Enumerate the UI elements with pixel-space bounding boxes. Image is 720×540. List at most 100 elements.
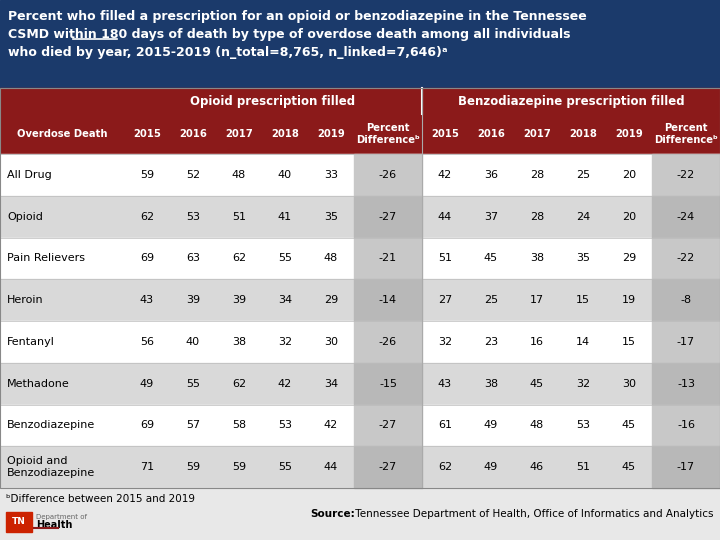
Text: 69: 69 (140, 253, 154, 264)
Text: 34: 34 (278, 295, 292, 305)
Text: 51: 51 (576, 462, 590, 472)
Text: who died by year, 2015-2019 (n_total=8,765, n_linked=7,646)ᵃ: who died by year, 2015-2019 (n_total=8,7… (8, 46, 448, 59)
Bar (0, 279, 720, 321)
Text: 45: 45 (622, 462, 636, 472)
Text: -22: -22 (677, 253, 695, 264)
Bar (652, 279, 720, 321)
Bar (0, 321, 720, 363)
Text: 2015: 2015 (431, 129, 459, 139)
Text: -15: -15 (379, 379, 397, 389)
Bar (422, 114, 468, 154)
Text: 17: 17 (530, 295, 544, 305)
Text: 2018: 2018 (271, 129, 299, 139)
Text: Opioid: Opioid (7, 212, 43, 221)
Text: 28: 28 (530, 170, 544, 180)
Text: Opioid prescription filled: Opioid prescription filled (190, 94, 356, 107)
Text: 32: 32 (576, 379, 590, 389)
Text: Pain Relievers: Pain Relievers (7, 253, 85, 264)
Text: 43: 43 (438, 379, 452, 389)
Text: 53: 53 (278, 420, 292, 430)
Text: 38: 38 (232, 337, 246, 347)
Text: 49: 49 (484, 420, 498, 430)
Text: 59: 59 (186, 462, 200, 472)
Text: Overdose Death: Overdose Death (17, 129, 107, 139)
Bar (0, 404, 720, 446)
Bar (652, 363, 720, 404)
Text: 63: 63 (186, 253, 200, 264)
Text: 32: 32 (438, 337, 452, 347)
Text: 2018: 2018 (569, 129, 597, 139)
Text: 2019: 2019 (615, 129, 643, 139)
Text: All Drug: All Drug (7, 170, 52, 180)
Text: 69: 69 (140, 420, 154, 430)
Text: 51: 51 (438, 253, 452, 264)
Text: 44: 44 (324, 462, 338, 472)
Bar (354, 195, 422, 238)
Bar (6, 512, 32, 532)
Bar (354, 321, 422, 363)
Text: 62: 62 (140, 212, 154, 221)
Bar (0, 114, 124, 154)
Bar (422, 88, 720, 114)
Text: 14: 14 (576, 337, 590, 347)
Text: 36: 36 (484, 170, 498, 180)
Text: 29: 29 (324, 295, 338, 305)
Text: 19: 19 (622, 295, 636, 305)
Text: 51: 51 (232, 212, 246, 221)
Text: 15: 15 (576, 295, 590, 305)
Text: 42: 42 (278, 379, 292, 389)
Text: Tennessee Department of Health, Office of Informatics and Analytics: Tennessee Department of Health, Office o… (352, 509, 714, 519)
Text: Percent who filled a prescription for an opioid or benzodiazepine in the Tenness: Percent who filled a prescription for an… (8, 10, 587, 23)
Text: 24: 24 (576, 212, 590, 221)
Text: -26: -26 (379, 170, 397, 180)
Bar (652, 321, 720, 363)
Text: 45: 45 (622, 420, 636, 430)
Text: -8: -8 (680, 295, 692, 305)
Text: 48: 48 (530, 420, 544, 430)
Bar (0, 488, 720, 540)
Text: 2016: 2016 (477, 129, 505, 139)
Text: 38: 38 (530, 253, 544, 264)
Text: -27: -27 (379, 420, 397, 430)
Bar (0, 154, 720, 195)
Text: 35: 35 (576, 253, 590, 264)
Bar (606, 114, 652, 154)
Text: 40: 40 (278, 170, 292, 180)
Text: 57: 57 (186, 420, 200, 430)
Text: 25: 25 (576, 170, 590, 180)
Text: Health: Health (36, 520, 73, 530)
Text: -21: -21 (379, 253, 397, 264)
Text: 27: 27 (438, 295, 452, 305)
Text: 56: 56 (140, 337, 154, 347)
Bar (468, 114, 514, 154)
Text: -16: -16 (677, 420, 695, 430)
Bar (354, 446, 422, 488)
Text: 49: 49 (484, 462, 498, 472)
Bar (0, 88, 124, 114)
Text: 71: 71 (140, 462, 154, 472)
Text: 28: 28 (530, 212, 544, 221)
Bar (652, 238, 720, 279)
Bar (216, 114, 262, 154)
Text: 55: 55 (278, 462, 292, 472)
Text: 53: 53 (186, 212, 200, 221)
Text: ᵇDifference between 2015 and 2019: ᵇDifference between 2015 and 2019 (6, 494, 195, 504)
Text: 39: 39 (186, 295, 200, 305)
Bar (124, 88, 422, 114)
Text: Fentanyl: Fentanyl (7, 337, 55, 347)
Text: 20: 20 (622, 170, 636, 180)
Bar (354, 279, 422, 321)
Bar (514, 114, 560, 154)
Text: 42: 42 (438, 170, 452, 180)
Text: 29: 29 (622, 253, 636, 264)
Text: Benzodiazepine: Benzodiazepine (7, 420, 95, 430)
Text: 62: 62 (438, 462, 452, 472)
Bar (0, 0, 720, 88)
Text: 2017: 2017 (523, 129, 551, 139)
Text: 30: 30 (622, 379, 636, 389)
Text: Percent
Differenceᵇ: Percent Differenceᵇ (654, 123, 718, 145)
Text: -26: -26 (379, 337, 397, 347)
Bar (0, 238, 720, 279)
Text: Source:: Source: (310, 509, 355, 519)
Bar (0, 363, 720, 404)
